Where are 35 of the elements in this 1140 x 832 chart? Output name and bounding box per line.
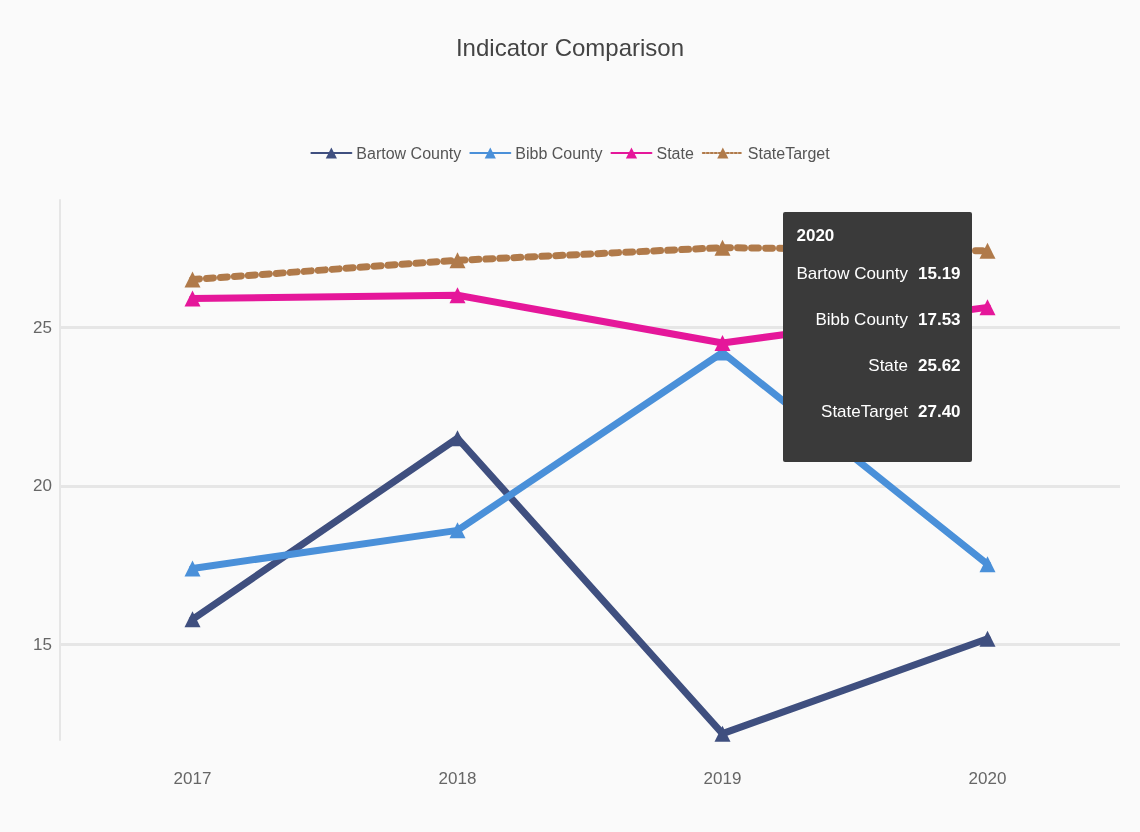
point xyxy=(714,725,731,742)
y-tick-label: 20 xyxy=(33,476,52,496)
text: Bibb County xyxy=(815,310,908,329)
point xyxy=(979,630,996,647)
point xyxy=(979,242,996,259)
point xyxy=(979,556,996,573)
annotation: 17.53 xyxy=(918,310,961,330)
point xyxy=(714,334,731,351)
legend-label: StateTarget xyxy=(747,144,831,162)
point xyxy=(714,239,731,256)
x-tick-label: 2017 xyxy=(173,769,212,788)
point xyxy=(449,522,466,539)
legend-label: State xyxy=(656,144,694,162)
annotation: 27.40 xyxy=(918,402,961,422)
text: Bartow County xyxy=(796,264,908,283)
y-tick-label: 15 xyxy=(33,635,52,655)
point xyxy=(184,560,201,577)
chart-title: Indicator Comparison xyxy=(455,33,685,61)
x-tick-label: 2018 xyxy=(438,769,477,788)
text: StateTarget xyxy=(821,402,908,421)
annotation: 15.19 xyxy=(918,264,961,284)
y-tick-label: 25 xyxy=(33,317,52,337)
x-tick-label: 2020 xyxy=(968,769,1007,788)
legend-label: Bartow County xyxy=(356,144,462,162)
x-tick-label: 2019 xyxy=(703,769,742,788)
legend-label: Bibb County xyxy=(515,144,603,162)
point xyxy=(449,287,466,304)
annotation: 2020 xyxy=(796,226,836,246)
annotation: 25.62 xyxy=(918,356,961,376)
point xyxy=(979,299,996,316)
point xyxy=(184,290,201,307)
point xyxy=(184,271,201,288)
text: State xyxy=(868,356,908,375)
point xyxy=(184,611,201,628)
point xyxy=(449,252,466,269)
